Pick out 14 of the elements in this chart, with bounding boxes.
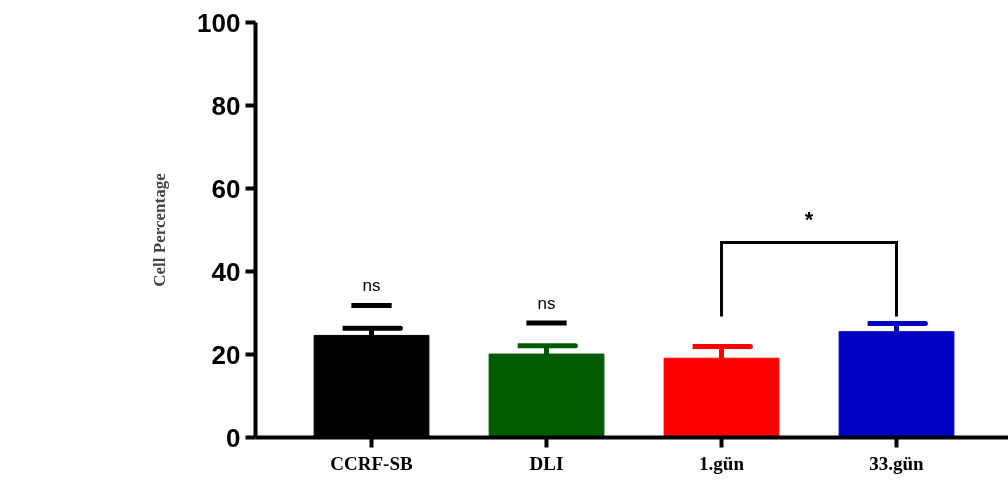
y-tick-label: 40 (211, 256, 241, 287)
y-tick-label: 80 (211, 90, 241, 121)
annotation: ns (537, 293, 556, 313)
annotation: * (804, 207, 814, 233)
x-tick-label: 33.gün (869, 452, 925, 474)
y-tick-label: 100 (197, 7, 241, 38)
x-tick-label: 1.gün (699, 452, 745, 474)
y-tick-label: 20 (211, 339, 241, 370)
y-axis-title: Cell Percentage (150, 172, 170, 287)
y-tick-label: 60 (211, 173, 241, 204)
y-tick-label: 0 (226, 422, 241, 453)
annotation: ns (362, 276, 381, 296)
x-tick-label: DLI (529, 452, 564, 474)
x-tick-label: CCRF-SB (330, 452, 414, 474)
